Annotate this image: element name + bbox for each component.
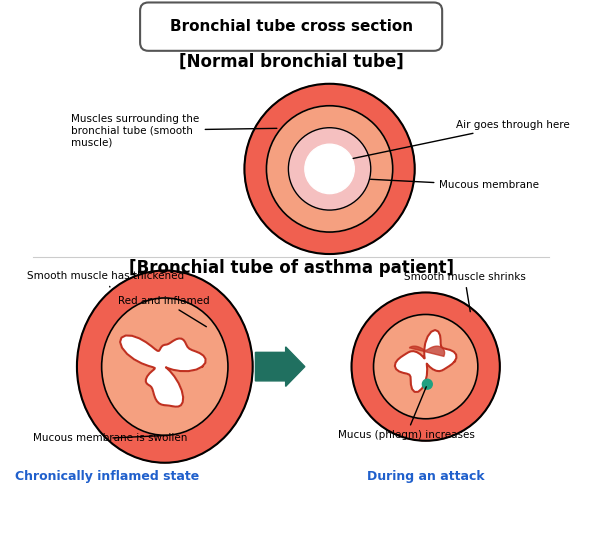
Text: Mucous membrane: Mucous membrane — [370, 179, 540, 190]
Circle shape — [373, 315, 478, 419]
Polygon shape — [395, 330, 456, 392]
Ellipse shape — [102, 298, 228, 436]
Text: Muscles surrounding the
bronchial tube (smooth
muscle): Muscles surrounding the bronchial tube (… — [71, 114, 277, 147]
Text: Smooth muscle shrinks: Smooth muscle shrinks — [403, 272, 525, 312]
Circle shape — [244, 84, 415, 254]
Text: [Bronchial tube of asthma patient]: [Bronchial tube of asthma patient] — [128, 259, 454, 277]
Circle shape — [289, 128, 370, 210]
Text: Smooth muscle has thickened: Smooth muscle has thickened — [28, 271, 184, 287]
Polygon shape — [409, 346, 445, 357]
FancyBboxPatch shape — [140, 3, 442, 51]
FancyBboxPatch shape — [5, 0, 577, 552]
Text: Mucus (phlegm) increases: Mucus (phlegm) increases — [338, 387, 475, 440]
Circle shape — [422, 379, 432, 389]
Polygon shape — [120, 336, 206, 407]
Text: Bronchial tube cross section: Bronchial tube cross section — [170, 19, 413, 34]
Text: Chronically inflamed state: Chronically inflamed state — [15, 470, 199, 483]
Text: [Normal bronchial tube]: [Normal bronchial tube] — [178, 53, 403, 71]
Ellipse shape — [77, 270, 253, 463]
Text: Air goes through here: Air goes through here — [353, 120, 570, 158]
Text: Mucous membrane is swollen: Mucous membrane is swollen — [33, 433, 187, 443]
Text: During an attack: During an attack — [367, 470, 485, 483]
Text: Red and inflamed: Red and inflamed — [118, 296, 210, 327]
Circle shape — [352, 293, 500, 440]
Circle shape — [305, 144, 355, 194]
Circle shape — [266, 106, 393, 232]
FancyArrow shape — [256, 347, 305, 386]
